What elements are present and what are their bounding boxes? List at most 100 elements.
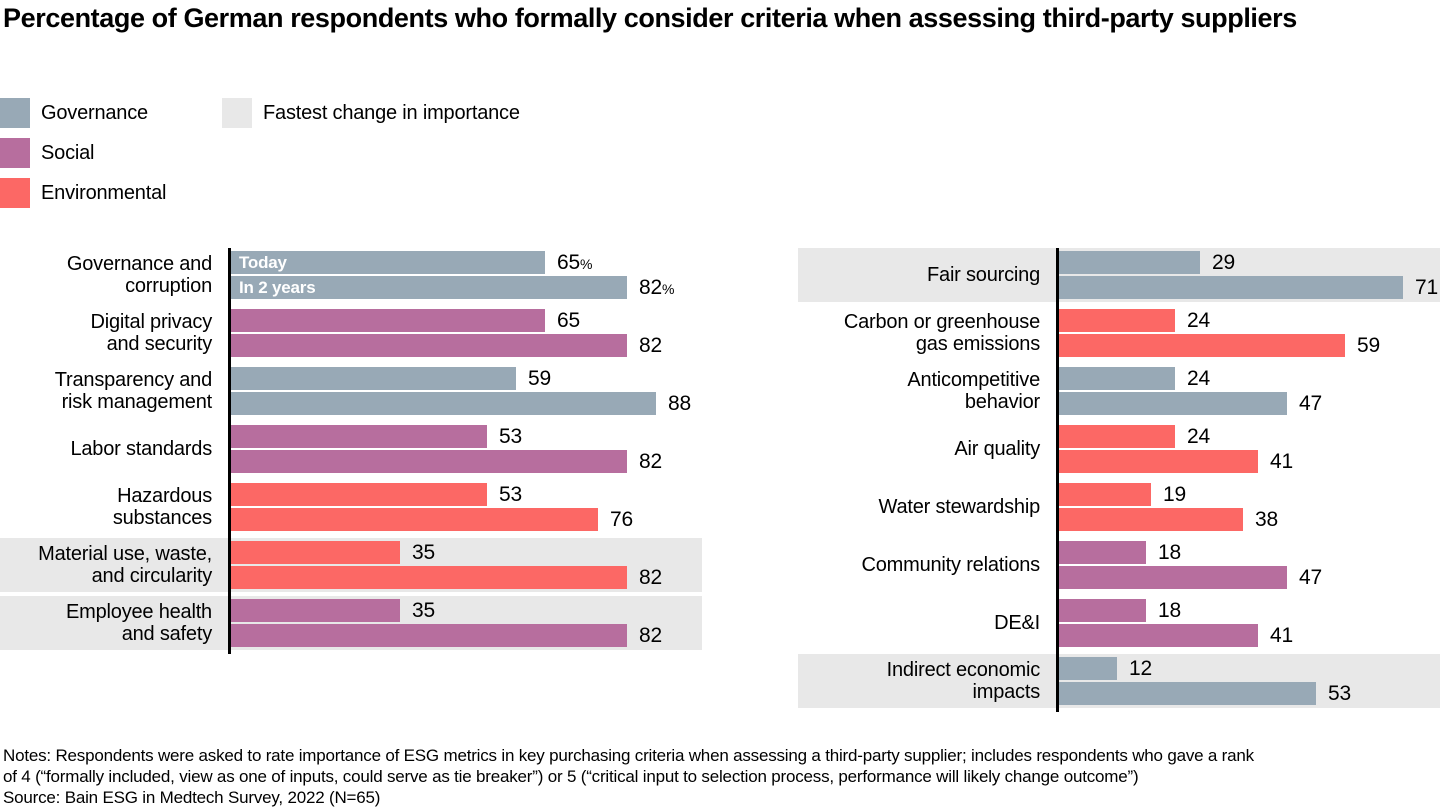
bar-pair: 29 71 — [1056, 251, 1440, 299]
chart-row: Employee health and safety 35 82 — [0, 596, 702, 650]
value-label: 76 — [610, 507, 633, 531]
value-label: 24 — [1187, 424, 1210, 448]
value-label: 82 — [639, 333, 662, 357]
category-label: Indirect economic impacts — [886, 659, 1041, 703]
notes-text: Notes: Respondents were asked to rate im… — [3, 746, 1254, 786]
percent-suffix: % — [579, 255, 593, 272]
chart-row: Labor standards 53 82 — [0, 422, 702, 476]
bar-today — [1059, 541, 1146, 564]
bar-today — [231, 367, 516, 390]
category-label: Air quality — [954, 438, 1040, 460]
chart-row: Community relations 18 47 — [798, 538, 1440, 592]
bar-in-2-years — [231, 392, 656, 415]
bar-in-2-years — [1059, 508, 1243, 531]
legend-item-governance: Governance — [0, 98, 166, 128]
value-label: 41 — [1270, 623, 1293, 647]
bar-in-2-years — [1059, 566, 1287, 589]
bar-pair: 19 38 — [1056, 483, 1440, 531]
bar-today — [1059, 309, 1175, 332]
category-label: Transparency and risk management — [54, 369, 212, 413]
value-label: 82 — [639, 623, 662, 647]
legend-item-environmental: Environmental — [0, 178, 166, 208]
bar-in-2-years — [231, 624, 627, 647]
value-label: 18 — [1158, 540, 1181, 564]
highlight-swatch-icon — [222, 98, 252, 128]
value-label: 71 — [1415, 275, 1438, 299]
environmental-swatch-icon — [0, 178, 30, 208]
bar-today — [1059, 483, 1151, 506]
legend-label: Governance — [41, 101, 148, 124]
axis-line — [228, 248, 231, 654]
value-label: 82% — [639, 275, 675, 299]
category-label: Employee health and safety — [66, 601, 212, 645]
footer: Notes: Respondents were asked to rate im… — [3, 745, 1438, 808]
bar-today — [231, 483, 487, 506]
category-label: Carbon or greenhouse gas emissions — [843, 311, 1040, 355]
legend-highlight-column: Fastest change in importance — [222, 98, 520, 138]
chart-row: Indirect economic impacts 12 53 — [798, 654, 1440, 708]
category-label: Labor standards — [70, 438, 212, 460]
value-label: 53 — [499, 482, 522, 506]
series-label: In 2 years — [239, 277, 316, 297]
percent-suffix: % — [661, 280, 675, 297]
value-label: 82 — [639, 449, 662, 473]
bar-pair: 53 76 — [228, 483, 702, 531]
bar-today — [1059, 599, 1146, 622]
value-label: 59 — [528, 366, 551, 390]
value-label: 38 — [1255, 507, 1278, 531]
governance-swatch-icon — [0, 98, 30, 128]
category-label: Community relations — [861, 554, 1041, 576]
left-bar-chart: Governance and corruption Today 65% In 2 ye… — [0, 248, 702, 654]
value-label: 29 — [1212, 250, 1235, 274]
right-bar-chart: Fair sourcing 29 71 Carbon or greenhouse ga… — [798, 248, 1440, 712]
bar-today — [231, 541, 400, 564]
category-label: Water stewardship — [878, 496, 1041, 518]
bar-in-2-years — [231, 334, 627, 357]
social-swatch-icon — [0, 138, 30, 168]
bar-pair: 53 82 — [228, 425, 702, 473]
value-label: 65 — [557, 308, 580, 332]
bar-in-2-years — [1059, 624, 1258, 647]
bar-pair: 18 41 — [1056, 599, 1440, 647]
category-label: Governance and corruption — [66, 253, 212, 297]
chart-row: Hazardous substances 53 76 — [0, 480, 702, 534]
bar-in-2-years — [231, 566, 627, 589]
bar-today — [231, 425, 487, 448]
legend-item-fastest-change: Fastest change in importance — [222, 98, 520, 128]
value-label: 41 — [1270, 449, 1293, 473]
bar-pair: Today 65% In 2 years 82% — [228, 251, 702, 299]
category-label: Fair sourcing — [927, 264, 1040, 286]
bar-in-2-years — [1059, 682, 1316, 705]
value-label: 53 — [499, 424, 522, 448]
legend-label: Fastest change in importance — [263, 101, 520, 124]
value-label: 47 — [1299, 565, 1322, 589]
value-label: 24 — [1187, 308, 1210, 332]
chart-row: Anticompetitive behavior 24 47 — [798, 364, 1440, 418]
bar-today — [231, 309, 545, 332]
series-label: Today — [239, 252, 287, 272]
value-label: 12 — [1129, 656, 1152, 680]
category-label: Digital privacy and security — [90, 311, 213, 355]
axis-line — [1056, 248, 1059, 712]
bar-pair: 35 82 — [228, 541, 702, 589]
value-label: 24 — [1187, 366, 1210, 390]
value-label: 88 — [668, 391, 691, 415]
value-label: 53 — [1328, 681, 1351, 705]
bar-pair: 24 59 — [1056, 309, 1440, 357]
category-label: Hazardous substances — [112, 485, 212, 529]
value-label: 65% — [557, 250, 593, 274]
bar-pair: 24 41 — [1056, 425, 1440, 473]
chart-row: Water stewardship 19 38 — [798, 480, 1440, 534]
legend-label: Social — [41, 141, 95, 164]
page-title: Percentage of German respondents who for… — [3, 3, 1297, 33]
bar-pair: 65 82 — [228, 309, 702, 357]
chart-row: Fair sourcing 29 71 — [798, 248, 1440, 302]
bar-in-2-years — [231, 450, 627, 473]
source-text: Source: Bain ESG in Medtech Survey, 2022… — [3, 788, 381, 807]
category-label: Material use, waste, and circularity — [38, 543, 212, 587]
bar-in-2-years — [1059, 334, 1345, 357]
chart-row: Air quality 24 41 — [798, 422, 1440, 476]
bar-today — [1059, 367, 1175, 390]
value-label: 59 — [1357, 333, 1380, 357]
chart-row: Transparency and risk management 59 88 — [0, 364, 702, 418]
